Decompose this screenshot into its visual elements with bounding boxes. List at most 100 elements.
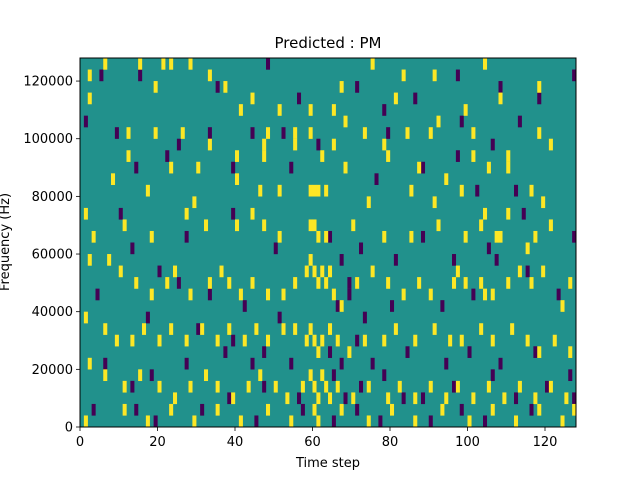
heatmap-cell-high <box>207 138 212 151</box>
heatmap-cell-high <box>382 230 387 243</box>
heatmap-cell-low <box>165 150 170 162</box>
heatmap-cell-high <box>401 69 406 82</box>
heatmap-cell-high <box>494 230 499 243</box>
heatmap-cell-high <box>316 392 321 405</box>
heatmap-cell-low <box>250 357 255 370</box>
heatmap-cell-low <box>517 115 522 128</box>
heatmap-cell-high <box>83 415 88 428</box>
heatmap-cell-high <box>312 184 317 197</box>
heatmap-cell-high <box>293 277 298 289</box>
heatmap-cell-high <box>227 323 232 335</box>
heatmap-cell-high <box>467 415 472 428</box>
heatmap-cell-low <box>529 403 534 416</box>
x-tick-label: 40 <box>227 435 244 450</box>
heatmap-cell-low <box>347 288 352 301</box>
heatmap-cell-high <box>169 161 174 174</box>
heatmap-cell-low <box>421 230 426 243</box>
heatmap-cell-low <box>215 81 220 93</box>
heatmap-cell-high <box>312 403 317 416</box>
x-tick-label: 100 <box>455 435 480 450</box>
heatmap-cell-high <box>235 219 240 232</box>
heatmap-cell-low <box>355 403 360 416</box>
heatmap-cell-low <box>459 403 464 416</box>
heatmap-cell-high <box>541 265 546 278</box>
x-tick-label: 80 <box>382 435 399 450</box>
heatmap-cell-high <box>316 184 321 197</box>
heatmap-cell-low <box>335 300 340 312</box>
heatmap-cell-high <box>502 392 507 405</box>
heatmap-cell-low <box>459 115 464 128</box>
heatmap-cell-high <box>219 265 224 278</box>
heatmap-cell-low <box>328 230 333 243</box>
heatmap-cell-low <box>370 357 375 370</box>
heatmap-cell-low <box>149 369 154 382</box>
heatmap-cell-high <box>564 392 569 405</box>
heatmap-cell-low <box>114 127 119 139</box>
heatmap-cell-low <box>556 288 561 301</box>
heatmap-cell-high <box>459 334 464 347</box>
heatmap-cell-high <box>339 403 344 416</box>
x-tick-label: 0 <box>76 435 84 450</box>
heatmap-cell-low <box>157 265 162 278</box>
heatmap-cell-high <box>277 104 282 116</box>
heatmap-cell-low <box>572 230 577 243</box>
heatmap-cell-low <box>498 357 503 370</box>
heatmap-cell-high <box>362 334 367 347</box>
heatmap-cell-high <box>386 277 391 289</box>
heatmap-cell-low <box>145 311 150 324</box>
heatmap-cell-high <box>266 403 271 416</box>
heatmap-cell-high <box>320 334 325 347</box>
heatmap-cell-high <box>409 184 414 197</box>
heatmap-cell-high <box>173 392 178 405</box>
heatmap-cell-high <box>339 300 344 312</box>
plot-area: 0 20 40 60 80 100 120 0 20000 40000 60000 80000 100… <box>23 57 577 450</box>
heatmap-cell-low <box>393 254 398 266</box>
heatmap-cell-high <box>568 346 573 358</box>
heatmap-cell-high <box>308 104 313 116</box>
heatmap-cell-high <box>351 219 356 232</box>
heatmap-cell-high <box>250 207 255 220</box>
heatmap-cell-high <box>103 369 108 382</box>
heatmap-cell-high <box>192 196 197 209</box>
heatmap-cell-high <box>250 92 255 105</box>
heatmap-cell-high <box>258 184 263 197</box>
heatmap-cell-high <box>122 403 127 416</box>
heatmap-cell-high <box>320 369 325 382</box>
heatmap-cell-high <box>440 403 445 416</box>
heatmap-cell-high <box>87 69 92 82</box>
heatmap-cell-low <box>452 254 457 266</box>
heatmap-cell-high <box>223 81 228 93</box>
heatmap-cell-low <box>339 357 344 370</box>
heatmap-cell-high <box>316 346 321 358</box>
heatmap-cell-high <box>479 277 484 289</box>
heatmap-cell-high <box>122 219 127 232</box>
heatmap-cell-high <box>382 334 387 347</box>
heatmap-cell-high <box>479 219 484 232</box>
heatmap-cell-high <box>552 334 557 347</box>
heatmap-cell-low <box>355 81 360 93</box>
heatmap-cell-high <box>188 380 193 393</box>
heatmap-cell-low <box>227 392 232 405</box>
heatmap-cell-high <box>304 334 309 347</box>
heatmap-cell-high <box>312 334 317 347</box>
heatmap-cell-high <box>258 369 263 382</box>
heatmap-cell-high <box>510 323 515 335</box>
x-tick-label: 60 <box>304 435 321 450</box>
heatmap-cell-high <box>417 277 422 289</box>
heatmap-cell-low <box>289 357 294 370</box>
heatmap-cell-high <box>231 392 236 405</box>
y-tick-label: 80000 <box>32 190 73 205</box>
heatmap-cell-low <box>254 415 259 428</box>
heatmap-cell-low <box>486 242 491 255</box>
heatmap-cell-low <box>99 69 104 82</box>
heatmap-cell-high <box>517 265 522 278</box>
heatmap-cell-high <box>126 150 131 162</box>
heatmap-cell-low <box>231 334 236 347</box>
heatmap-cell-high <box>111 173 116 185</box>
heatmap-cell-high <box>169 323 174 335</box>
heatmap-cell-low <box>331 415 336 428</box>
heatmap-cell-high <box>242 334 247 347</box>
heatmap-cell-high <box>471 127 476 139</box>
heatmap-cell-high <box>506 150 511 162</box>
heatmap-cell-low <box>242 300 247 312</box>
